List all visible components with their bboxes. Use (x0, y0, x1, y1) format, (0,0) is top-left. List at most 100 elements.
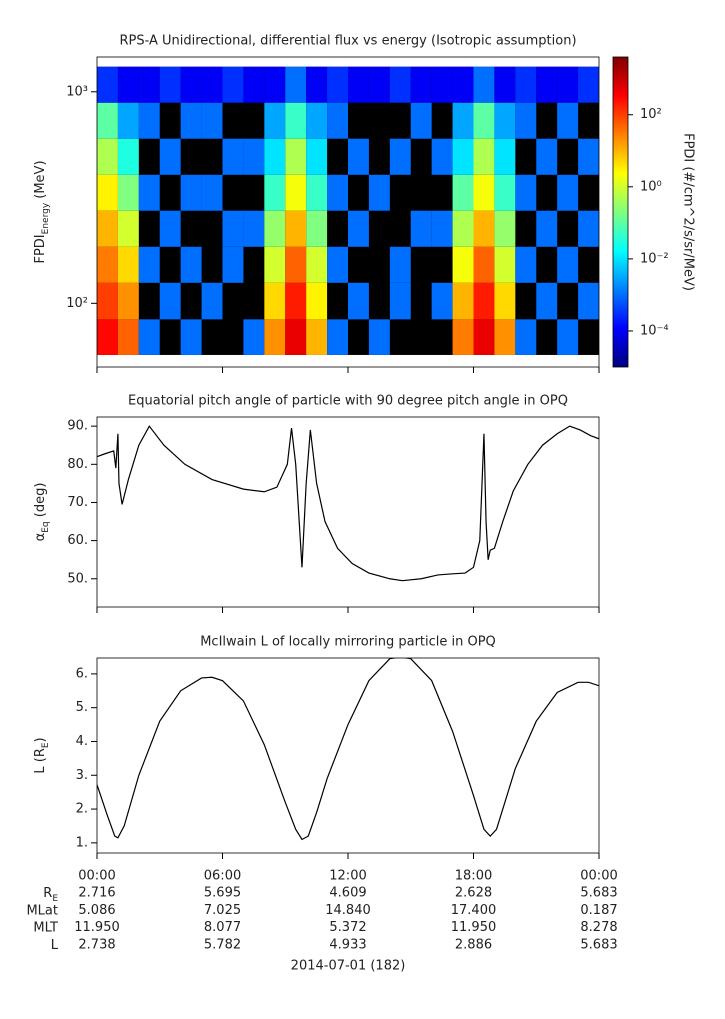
y-tick-label: 4. (76, 734, 88, 749)
heatmap-cell (306, 102, 328, 139)
heatmap-cell (180, 102, 202, 139)
heatmap-cell (117, 102, 139, 139)
ephemeris-value: 2.716 (78, 886, 115, 901)
heatmap-cell (285, 138, 307, 175)
y-tick-label: 6. (76, 666, 88, 681)
y-tick-label: 90. (67, 419, 88, 434)
colorbar (612, 56, 629, 368)
heatmap-cell (494, 319, 516, 355)
heatmap-cell (138, 319, 160, 355)
heatmap-cell (285, 66, 307, 103)
heatmap-cell (243, 210, 265, 247)
label-text: (MeV) (33, 160, 48, 202)
heatmap-cell (243, 319, 265, 355)
heatmap-cell (97, 210, 118, 247)
label-text: α (33, 533, 48, 542)
heatmap-cell (473, 138, 495, 175)
date-label: 2014-07-01 (182) (291, 959, 406, 974)
heatmap-cell (222, 246, 244, 283)
heatmap-cell (557, 66, 579, 103)
heatmap-cell (494, 138, 516, 175)
y-axis-label: L (RE) (33, 737, 51, 773)
ephemeris-row-label: L (51, 937, 59, 952)
heatmap-cell (117, 319, 139, 355)
heatmap-cell (473, 319, 495, 355)
ephemeris-value: 0.187 (580, 903, 617, 918)
ephemeris-value: 8.077 (204, 920, 241, 935)
heatmap-cell (264, 174, 286, 211)
heatmap-cell (97, 102, 118, 139)
heatmap-cell (536, 210, 558, 247)
ephemeris-value: 7.025 (204, 903, 241, 918)
y-tick-label: 2. (76, 802, 88, 817)
x-tick-label: 12:00 (329, 869, 366, 884)
ephemeris-value: 4.933 (329, 937, 366, 952)
heatmap-cell (368, 66, 390, 103)
heatmap-cell (306, 282, 328, 320)
heatmap-cell (285, 102, 307, 139)
heatmap-cell (264, 246, 286, 283)
heatmap-cell (327, 174, 348, 211)
heatmap-cell (264, 102, 286, 139)
label-subscript: Eq (41, 521, 51, 532)
heatmap-cell (389, 282, 411, 320)
heatmap-cell (97, 282, 118, 320)
heatmap-cell (515, 174, 537, 211)
heatmap-cell (264, 138, 286, 175)
heatmap-cell (97, 138, 118, 175)
ephemeris-value: 2.886 (455, 937, 492, 952)
heatmap-cell (536, 282, 558, 320)
ephemeris-value: 5.683 (580, 886, 617, 901)
ephemeris-value: 11.950 (451, 920, 497, 935)
heatmap-cell (138, 66, 160, 103)
heatmap-cell (285, 282, 307, 320)
heatmap-cell (117, 66, 139, 103)
heatmap-cell (452, 319, 474, 355)
heatmap-cell (285, 174, 307, 211)
label-text: MLat (26, 903, 58, 918)
heatmap-cell (97, 66, 118, 103)
heatmap-cell (494, 282, 516, 320)
heatmap-cell (410, 66, 432, 103)
y-tick-label: 50. (67, 571, 88, 586)
heatmap-cell (348, 210, 369, 247)
heatmap-cell (473, 282, 495, 320)
data-line (97, 658, 599, 841)
y-tick-label: 5. (76, 700, 88, 715)
chart-title: McIlwain L of locally mirroring particle… (200, 635, 496, 650)
heatmap-cell (159, 66, 181, 103)
y-axis-label: αEq (deg) (33, 483, 51, 542)
heatmap-cell (117, 174, 139, 211)
heatmap-cell (578, 138, 599, 175)
colorbar-label: FPDI (#/cm^2/s/sr/MeV) (681, 133, 696, 291)
heatmap-cell (557, 319, 579, 355)
heatmap-cell (138, 246, 160, 283)
ephemeris-value: 14.840 (325, 903, 371, 918)
label-text: L (51, 937, 59, 952)
heatmap-cell (306, 174, 328, 211)
heatmap-cell (410, 210, 432, 247)
heatmap-cell (327, 319, 348, 355)
heatmap-cell (97, 174, 118, 211)
heatmap-cell (306, 210, 328, 247)
heatmap-cell (473, 174, 495, 211)
heatmap-cell (306, 66, 328, 103)
plot-frame (96, 657, 600, 854)
chart-title: RPS-A Unidirectional, differential flux … (119, 34, 576, 49)
heatmap-cell (117, 138, 139, 175)
heatmap-cell (306, 319, 328, 355)
colorbar-tick-label: 10⁻² (640, 251, 669, 266)
heatmap-cell (117, 282, 139, 320)
heatmap-cell (180, 319, 202, 355)
heatmap-cell (494, 210, 516, 247)
heatmap-cell (494, 246, 516, 283)
heatmap-cell (452, 138, 474, 175)
heatmap-cell (97, 246, 118, 283)
heatmap-cell (536, 66, 558, 103)
label-subscript: E (41, 742, 51, 748)
heatmap-cell (536, 138, 558, 175)
heatmap-cell (222, 138, 244, 175)
plot-frame (96, 416, 600, 608)
heatmap-cell (431, 66, 453, 103)
heatmap-cell (368, 174, 390, 211)
